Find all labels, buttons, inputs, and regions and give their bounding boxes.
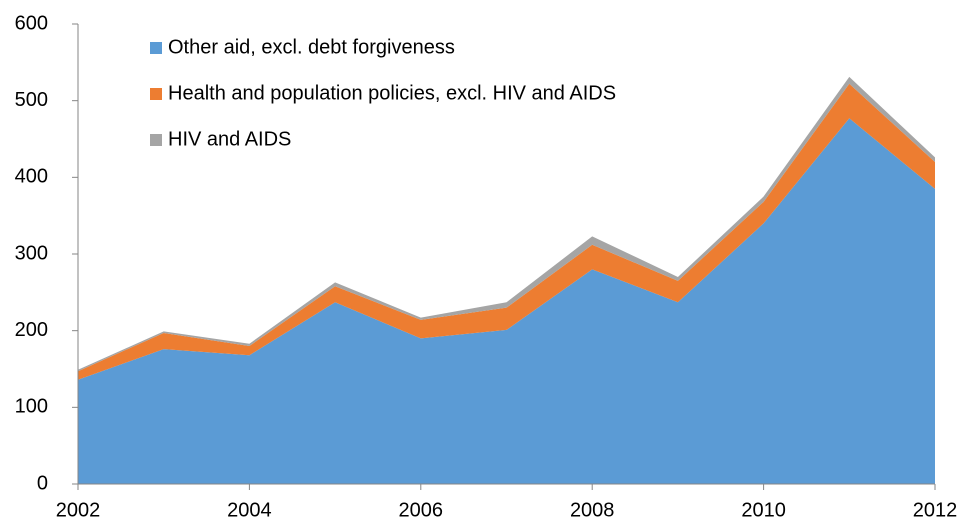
legend-label: Other aid, excl. debt forgiveness xyxy=(168,36,455,58)
x-tick-label: 2012 xyxy=(913,499,958,521)
y-tick-label: 400 xyxy=(15,166,48,188)
x-tick-label: 2008 xyxy=(570,499,615,521)
y-tick-label: 300 xyxy=(15,242,48,264)
legend-label: HIV and AIDS xyxy=(168,128,291,150)
y-tick-label: 600 xyxy=(15,12,48,34)
legend-swatch xyxy=(150,88,162,100)
legend-swatch xyxy=(150,42,162,54)
y-tick-label: 100 xyxy=(15,396,48,418)
x-tick-label: 2006 xyxy=(399,499,444,521)
x-tick-label: 2004 xyxy=(227,499,272,521)
y-tick-label: 0 xyxy=(37,472,48,494)
area xyxy=(78,118,935,485)
x-tick-label: 2010 xyxy=(741,499,786,521)
x-tick-label: 2002 xyxy=(56,499,101,521)
y-tick-label: 200 xyxy=(15,319,48,341)
legend-label: Health and population policies, excl. HI… xyxy=(168,82,616,104)
y-tick-label: 500 xyxy=(15,89,48,111)
area xyxy=(78,83,935,380)
legend-swatch xyxy=(150,134,162,146)
